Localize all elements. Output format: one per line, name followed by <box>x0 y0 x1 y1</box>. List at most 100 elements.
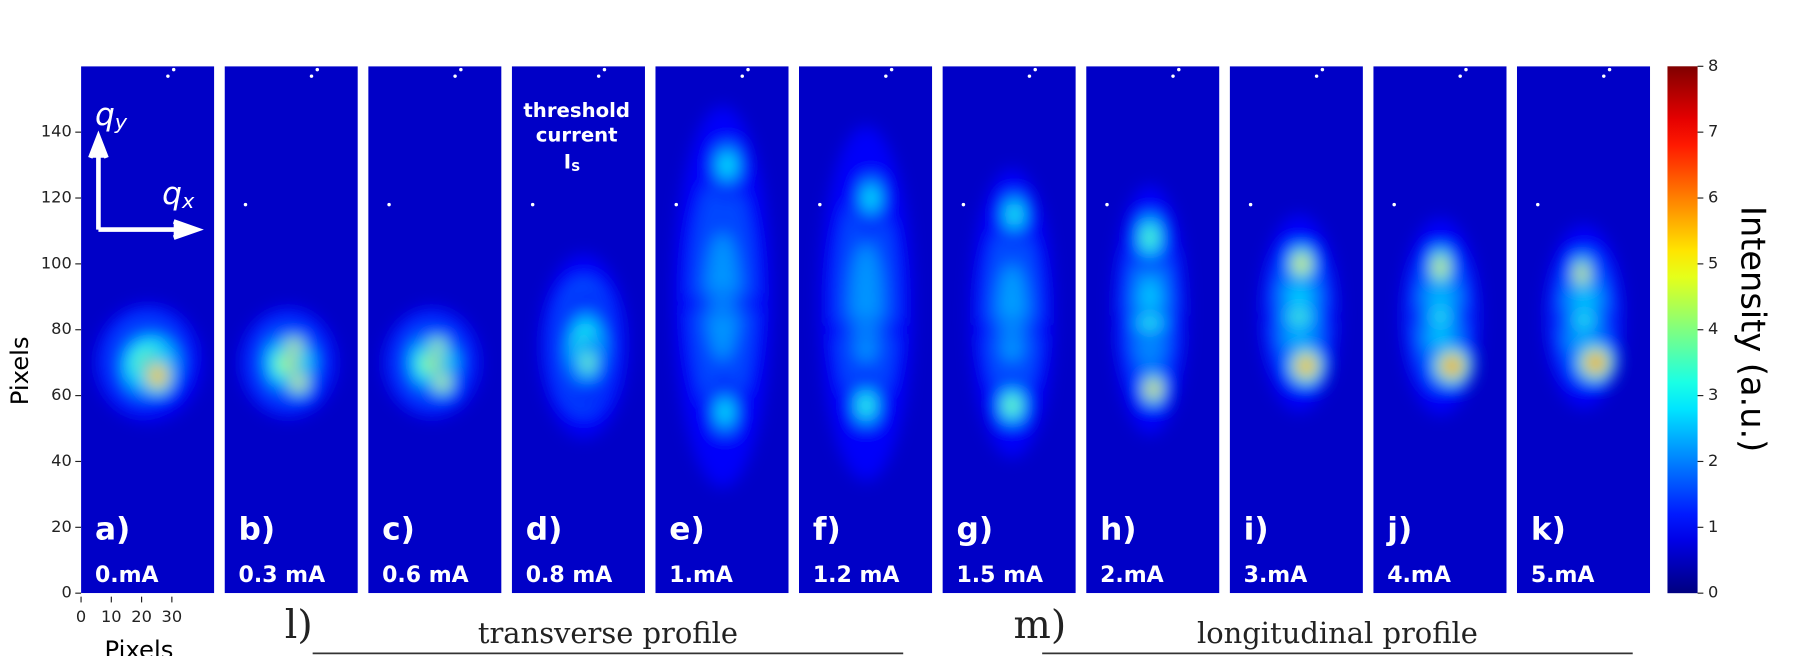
section-title: longitudinal profile <box>1197 616 1478 650</box>
intensity-blob <box>155 373 160 378</box>
hot-pixel <box>1607 67 1612 72</box>
hot-pixel <box>1177 67 1181 72</box>
hot-pixel <box>530 202 535 207</box>
intensity-image <box>1401 217 1480 416</box>
hot-pixel <box>1602 74 1606 78</box>
intensity-blob <box>1438 264 1443 271</box>
heatmap-panel <box>368 66 502 594</box>
panel-label: e) <box>669 512 704 548</box>
panel-label: f) <box>813 512 841 548</box>
panel-current: 0.3 mA <box>239 563 326 588</box>
panel-current: 0.mA <box>95 563 159 588</box>
x-axis-label: Pixels <box>105 635 174 656</box>
intensity-blob <box>1304 363 1309 369</box>
threshold-note: threshold <box>523 99 630 122</box>
panel-label: j) <box>1385 512 1412 548</box>
intensity-blob <box>862 399 870 412</box>
intensity-blob <box>292 344 296 348</box>
colorbar-tick-label: 8 <box>1708 56 1718 75</box>
intensity-blob <box>1008 401 1016 410</box>
section-title: transverse profile <box>478 616 738 650</box>
q-arrows <box>88 130 204 240</box>
hot-pixel <box>1105 202 1109 207</box>
hot-pixel <box>243 202 248 207</box>
intensity-blob <box>710 300 735 307</box>
colorbar-tick-label: 4 <box>1708 319 1718 338</box>
intensity-blob <box>428 357 439 369</box>
hot-pixel <box>453 74 457 78</box>
hot-pixel <box>884 74 888 78</box>
hot-pixel <box>166 74 170 78</box>
panel-label: i) <box>1244 512 1269 548</box>
intensity-blob <box>1003 327 1021 333</box>
intensity-blob <box>1580 271 1583 277</box>
heatmap-panel <box>1516 66 1651 594</box>
qy-annotation: qy <box>95 97 128 134</box>
x-tick-label: 0 <box>76 607 86 626</box>
panel-current: 1.2 mA <box>813 563 900 588</box>
hot-pixel <box>1536 202 1540 207</box>
y-tick-label: 0 <box>61 583 71 602</box>
hot-pixel <box>889 67 894 72</box>
x-tick-label: 30 <box>162 607 183 626</box>
intensity-blob <box>297 380 301 385</box>
panels: a) 0.mA b) 0.3 mA c) 0.6 mA d) 0.8 mA e) 1.mA f) 1.… <box>81 66 1651 594</box>
y-tick-label: 20 <box>51 517 72 536</box>
panel-current: 0.8 mA <box>526 563 613 588</box>
intensity-blob <box>1151 387 1155 391</box>
heatmap-panel <box>655 66 789 594</box>
intensity-blob <box>1593 360 1598 365</box>
colorbar-tick-label: 3 <box>1708 385 1718 404</box>
intensity-blob <box>1146 232 1153 244</box>
colorbar-tick-label: 1 <box>1708 517 1718 536</box>
y-tick-label: 40 <box>51 451 72 470</box>
y-tick-label: 100 <box>41 253 72 272</box>
y-axis-label: Pixels <box>5 336 34 405</box>
x-tick-label: 20 <box>131 607 152 626</box>
hot-pixel <box>1248 202 1253 207</box>
colorbar-tick-label: 6 <box>1708 188 1718 207</box>
panel-current: 5.mA <box>1531 563 1595 588</box>
threshold-note: current <box>536 123 618 146</box>
hot-pixel <box>818 202 822 207</box>
hot-pixel <box>596 74 601 78</box>
hot-pixel <box>961 202 966 207</box>
colorbar <box>1667 66 1698 594</box>
intensity-image <box>1259 214 1339 413</box>
heatmap-panel <box>1086 66 1220 594</box>
intensity-blob <box>284 357 295 369</box>
hot-pixel <box>1314 74 1319 78</box>
panel-label: k) <box>1531 512 1566 548</box>
y-tick-label: 140 <box>41 122 72 141</box>
y-tick-label: 60 <box>51 385 72 404</box>
heatmap-panel <box>942 66 1076 594</box>
hot-pixel <box>602 67 607 72</box>
intensity-blob <box>850 244 882 363</box>
panel-label: h) <box>1100 512 1137 548</box>
section-label: l) <box>285 602 313 648</box>
heatmap-panel <box>511 66 645 594</box>
x-tick-label: 10 <box>101 607 122 626</box>
panel-label: b) <box>239 512 276 548</box>
hot-pixel <box>1458 74 1462 78</box>
intensity-blob <box>586 358 590 367</box>
hot-pixel <box>1027 74 1032 78</box>
intensity-image <box>970 168 1054 459</box>
intensity-blob <box>720 403 730 421</box>
panel-current: 2.mA <box>1100 563 1164 588</box>
hot-pixel <box>1392 202 1396 207</box>
hot-pixel <box>740 74 744 78</box>
panel-label: g) <box>956 512 993 548</box>
hot-pixel <box>315 67 320 72</box>
colorbar-tick-label: 2 <box>1708 451 1718 470</box>
intensity-blob <box>854 326 878 334</box>
intensity-image <box>1544 224 1624 409</box>
heatmap-panel <box>1229 66 1363 594</box>
intensity-blob <box>866 189 876 207</box>
y-tick-label: 120 <box>41 188 72 207</box>
intensity-blob <box>1434 313 1447 320</box>
panel-label: a) <box>95 512 130 548</box>
colorbar-label: Intensity (a.u.) <box>1733 206 1772 452</box>
hot-pixel <box>309 74 314 78</box>
